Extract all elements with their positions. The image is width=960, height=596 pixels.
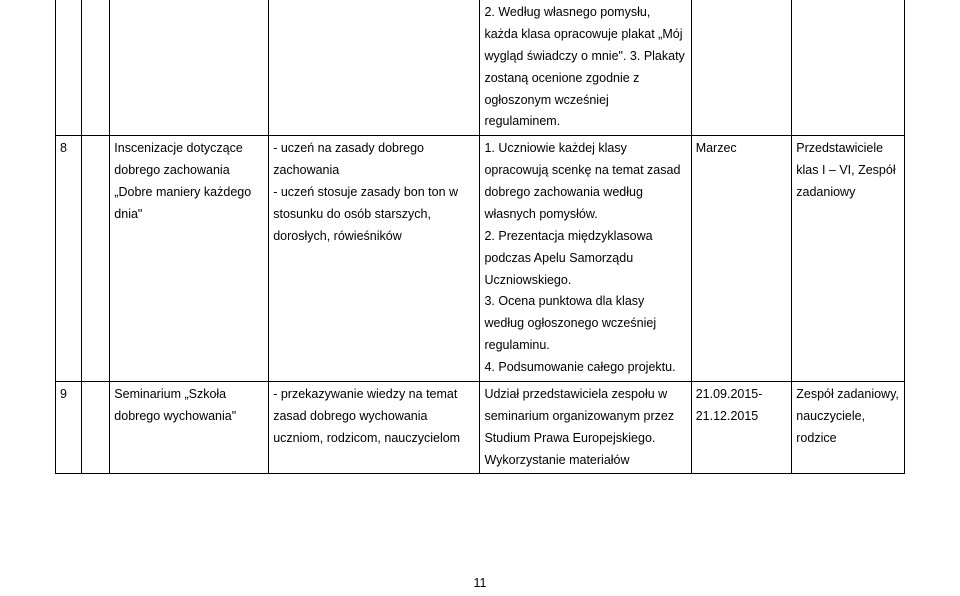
cell-num: 8: [56, 136, 82, 382]
cell-tasks: 2. Według własnego pomysłu, każda klasa …: [480, 0, 691, 136]
cell-resp: [792, 0, 905, 136]
cell-date: 21.09.2015-21.12.2015: [691, 381, 792, 474]
cell-resp: Zespół zadaniowy, nauczyciele, rodzice: [792, 381, 905, 474]
cell-blank: [82, 136, 110, 382]
cell-goals: - przekazywanie wiedzy na temat zasad do…: [269, 381, 480, 474]
cell-goals: - uczeń na zasady dobrego zachowania- uc…: [269, 136, 480, 382]
page-number: 11: [55, 576, 905, 590]
table-row: 8 Inscenizacje dotyczące dobrego zachowa…: [56, 136, 905, 382]
cell-topic: Inscenizacje dotyczące dobrego zachowani…: [110, 136, 269, 382]
table-row: 9 Seminarium „Szkoła dobrego wychowania"…: [56, 381, 905, 474]
cell-goals: [269, 0, 480, 136]
cell-tasks: Udział przedstawiciela zespołu w seminar…: [480, 381, 691, 474]
cell-blank: [82, 381, 110, 474]
cell-num: 9: [56, 381, 82, 474]
curriculum-table: 2. Według własnego pomysłu, każda klasa …: [55, 0, 905, 474]
cell-resp: Przedstawiciele klas I – VI, Zespół zada…: [792, 136, 905, 382]
cell-blank: [82, 0, 110, 136]
cell-topic: [110, 0, 269, 136]
cell-date: Marzec: [691, 136, 792, 382]
table-row: 2. Według własnego pomysłu, każda klasa …: [56, 0, 905, 136]
cell-topic: Seminarium „Szkoła dobrego wychowania": [110, 381, 269, 474]
cell-tasks: 1. Uczniowie każdej klasy opracowują sce…: [480, 136, 691, 382]
cell-date: [691, 0, 792, 136]
cell-num: [56, 0, 82, 136]
